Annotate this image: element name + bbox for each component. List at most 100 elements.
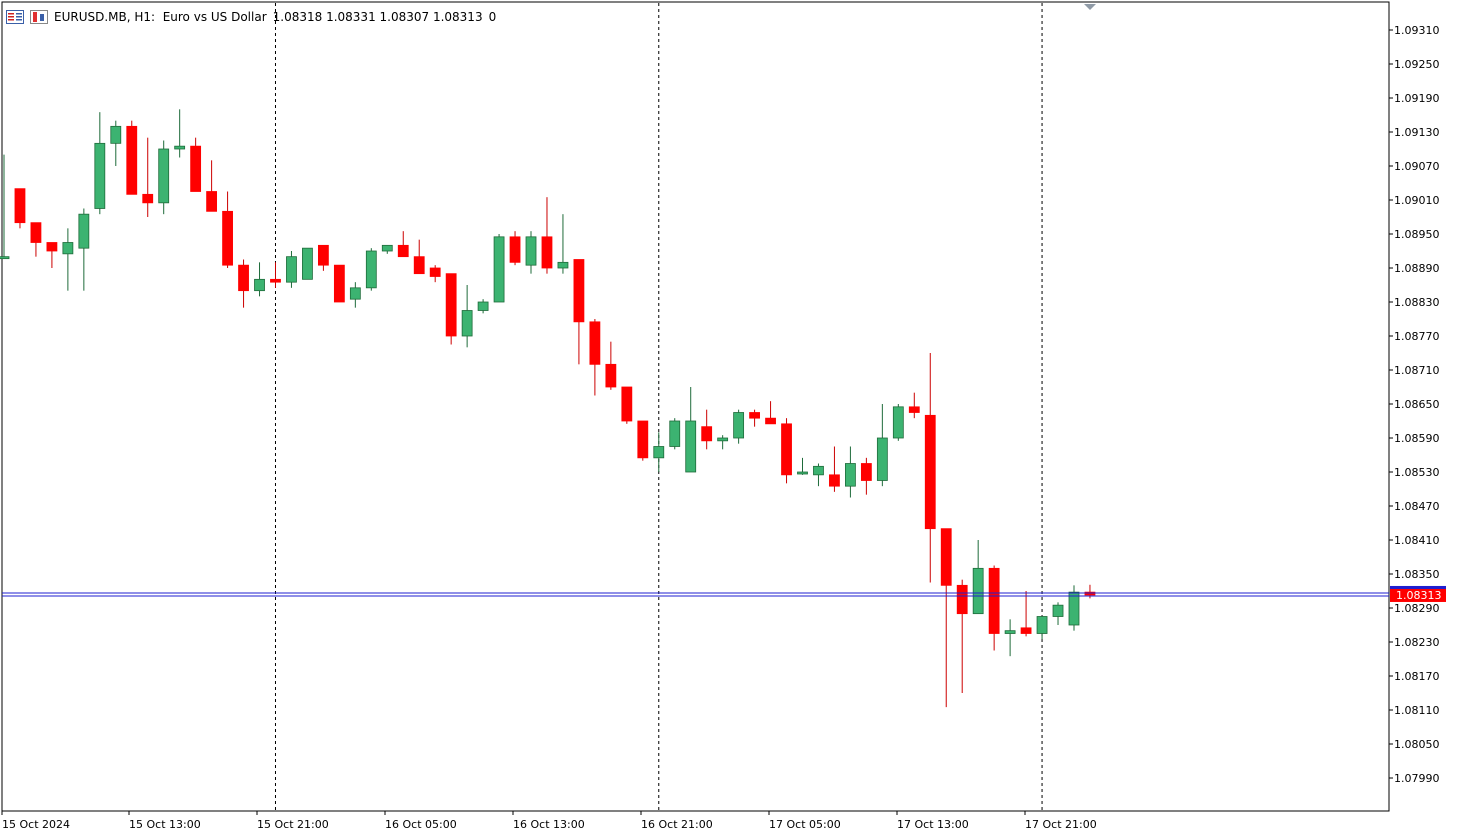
chart-window-icon[interactable]: [6, 10, 24, 24]
candle-body: [589, 321, 601, 365]
candle[interactable]: [669, 418, 681, 450]
candle[interactable]: [797, 457, 808, 475]
candle[interactable]: [876, 404, 888, 487]
candle[interactable]: [701, 409, 713, 450]
trading-icon[interactable]: [30, 10, 48, 24]
candle[interactable]: [302, 247, 313, 280]
candle[interactable]: [781, 418, 792, 484]
candle[interactable]: [1020, 591, 1032, 637]
candle[interactable]: [365, 248, 377, 291]
candle[interactable]: [892, 404, 904, 441]
price-label: 1.08170: [1394, 670, 1440, 683]
candle[interactable]: [653, 432, 665, 472]
candle[interactable]: [924, 353, 936, 583]
candle-body: [46, 242, 58, 252]
candle[interactable]: [541, 197, 553, 274]
candle[interactable]: [381, 244, 393, 254]
candle-body: [477, 301, 489, 311]
candle[interactable]: [413, 239, 425, 275]
candle-body: [797, 471, 808, 475]
candle-body: [1052, 604, 1064, 617]
candle[interactable]: [317, 244, 329, 271]
candle[interactable]: [733, 409, 745, 444]
candle[interactable]: [813, 463, 824, 487]
candle-body: [637, 420, 649, 459]
candle[interactable]: [1036, 616, 1048, 640]
candle-body: [972, 567, 984, 615]
candle[interactable]: [174, 109, 186, 158]
candle[interactable]: [254, 262, 265, 297]
candle[interactable]: [972, 540, 984, 615]
candle[interactable]: [940, 528, 952, 708]
candle[interactable]: [1004, 619, 1016, 657]
candle[interactable]: [637, 420, 649, 461]
candle[interactable]: [78, 208, 90, 291]
candle[interactable]: [46, 242, 58, 269]
candle[interactable]: [158, 140, 170, 215]
ohlc-values: 1.08318 1.08331 1.08307 1.08313: [272, 10, 483, 24]
candle[interactable]: [126, 120, 138, 195]
candle[interactable]: [190, 137, 202, 192]
candle[interactable]: [142, 137, 154, 217]
candle[interactable]: [589, 319, 601, 396]
candle[interactable]: [557, 214, 569, 274]
candle[interactable]: [14, 188, 26, 229]
candle[interactable]: [429, 265, 441, 283]
candle[interactable]: [845, 446, 856, 498]
candle[interactable]: [1068, 585, 1080, 631]
candle[interactable]: [94, 112, 106, 215]
candle[interactable]: [493, 234, 505, 303]
candle[interactable]: [397, 231, 409, 258]
candle-body: [0, 256, 10, 260]
price-label: 1.07990: [1394, 772, 1440, 785]
candle[interactable]: [238, 259, 249, 308]
candle[interactable]: [829, 446, 840, 492]
candle[interactable]: [749, 409, 760, 427]
price-label: 1.09130: [1394, 126, 1440, 139]
candle[interactable]: [222, 191, 233, 269]
candle[interactable]: [62, 228, 74, 291]
candle-body: [733, 412, 745, 439]
candle[interactable]: [30, 222, 42, 257]
time-label: 15 Oct 13:00: [129, 818, 201, 831]
price-label: 1.09010: [1394, 194, 1440, 207]
candle[interactable]: [461, 285, 473, 348]
candle[interactable]: [605, 341, 617, 390]
candle[interactable]: [1052, 602, 1064, 625]
candle[interactable]: [765, 401, 776, 425]
candle[interactable]: [956, 579, 968, 693]
price-label: 1.08770: [1394, 330, 1440, 343]
candle[interactable]: [525, 231, 537, 274]
candle[interactable]: [717, 435, 729, 450]
scroll-marker-icon[interactable]: [1084, 4, 1096, 10]
candle-body: [749, 412, 760, 419]
candle-body: [238, 264, 249, 292]
price-label: 1.08410: [1394, 534, 1440, 547]
time-label: 15 Oct 2024: [2, 818, 70, 831]
candle-body: [988, 567, 1000, 634]
candle[interactable]: [286, 251, 297, 288]
price-label: 1.08230: [1394, 636, 1440, 649]
candle[interactable]: [573, 259, 585, 365]
candle[interactable]: [621, 386, 633, 424]
candle[interactable]: [0, 154, 10, 260]
candle[interactable]: [988, 565, 1000, 651]
candle[interactable]: [270, 262, 281, 288]
candle-body: [924, 414, 936, 530]
candle[interactable]: [908, 392, 920, 419]
candle[interactable]: [477, 299, 489, 314]
candle-body: [605, 363, 617, 388]
candle[interactable]: [509, 231, 521, 266]
candle-body: [669, 420, 681, 447]
candle[interactable]: [445, 273, 457, 345]
candle[interactable]: [860, 457, 872, 495]
candle[interactable]: [685, 387, 697, 473]
candle-body: [94, 142, 106, 209]
candle[interactable]: [110, 120, 122, 166]
candle[interactable]: [333, 264, 345, 303]
candle[interactable]: [349, 282, 361, 308]
price-label: 1.08590: [1394, 432, 1440, 445]
candle[interactable]: [206, 160, 218, 212]
